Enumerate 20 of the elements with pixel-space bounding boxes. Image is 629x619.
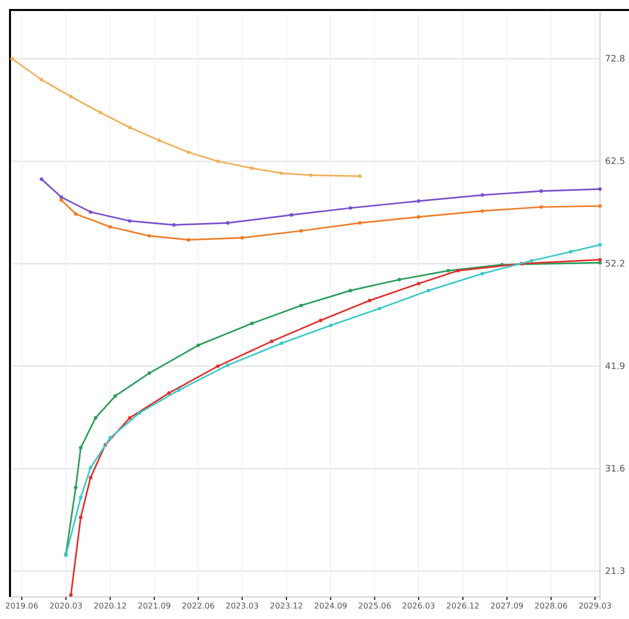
- y-tick-label: 21.3: [605, 567, 626, 578]
- x-tick-label: 2024.09: [314, 602, 348, 611]
- y-tick-label: 31.6: [605, 464, 626, 475]
- y-tick-label: 62.5: [605, 157, 626, 168]
- x-tick-label: 2023.03: [226, 602, 259, 611]
- y-tick-label: 52.2: [605, 260, 626, 270]
- x-tick-label: 2019.06: [5, 602, 38, 611]
- x-tick-label: 2029.03: [578, 602, 612, 611]
- x-tick-label: 2027.09: [490, 602, 524, 611]
- x-tick-label: 2026.03: [402, 602, 436, 611]
- x-tick-label: 2025.06: [358, 602, 392, 611]
- x-tick-label: 2026.12: [446, 602, 480, 611]
- y-tick-label: 72.8: [605, 54, 626, 65]
- x-tick-label: 2020.03: [49, 602, 82, 611]
- x-tick-label: 2028.06: [534, 602, 568, 611]
- x-tick-label: 2021.09: [138, 602, 171, 611]
- x-tick-label: 2022.06: [182, 602, 215, 611]
- x-tick-label: 2020.12: [94, 602, 127, 611]
- x-tick-label: 2023.12: [270, 602, 303, 611]
- y-tick-label: 41.9: [605, 362, 626, 372]
